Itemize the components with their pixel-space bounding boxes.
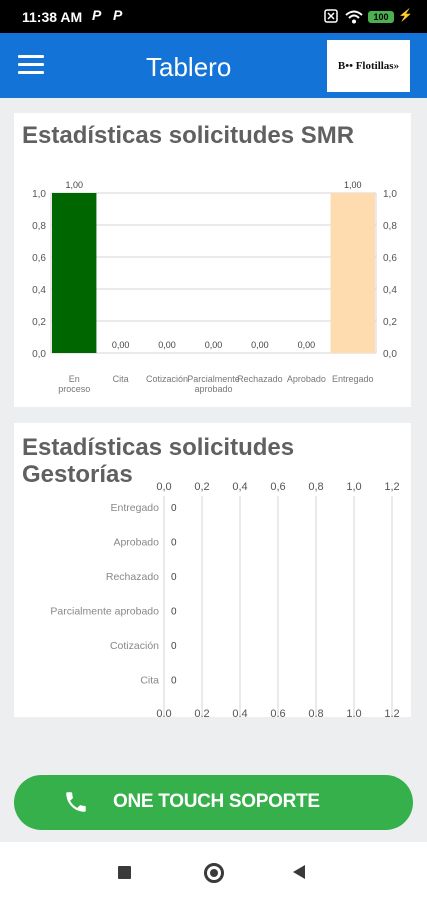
status-time: 11:38 AM xyxy=(22,9,83,25)
bar-value-label: 0,00 xyxy=(205,340,223,350)
y-tick-label-left: 0,0 xyxy=(32,349,46,360)
logo-text: B•• Flotillas» xyxy=(337,60,400,72)
x-category-label: Entregado xyxy=(332,374,374,384)
y-tick-label-left: 0,6 xyxy=(32,253,46,264)
bar xyxy=(330,193,375,353)
wifi-icon xyxy=(345,10,363,24)
battery-icon: 100 xyxy=(368,11,394,23)
x-category-label: Aprobado xyxy=(287,374,326,384)
x-tick-label: 0,4 xyxy=(232,481,247,493)
x-tick-label-bottom: 1,2 xyxy=(384,708,399,717)
x-tick-label: 1,0 xyxy=(346,481,361,493)
x-category-label: Rechazado xyxy=(237,374,283,384)
gestorias-card-title-line1: Estadísticas solicitudes xyxy=(22,434,295,461)
y-category-label: Cotización xyxy=(110,640,159,652)
x-category-label: Cita xyxy=(113,374,129,384)
one-touch-support-button[interactable]: ONE TOUCH SOPORTE xyxy=(14,775,413,830)
y-category-label: Parcialmente aprobado xyxy=(50,606,159,618)
x-tick-label: 0,0 xyxy=(156,481,171,493)
y-category-label: Rechazado xyxy=(106,571,159,583)
x-tick-label: 0,2 xyxy=(194,481,209,493)
bar-value-label: 0 xyxy=(171,641,177,652)
bar-value-label: 0 xyxy=(171,572,177,583)
x-tick-label: 1,2 xyxy=(384,481,399,493)
system-nav-bar xyxy=(0,842,427,900)
brand-logo: B•• Flotillas» xyxy=(327,40,410,92)
bar-value-label: 0,00 xyxy=(158,340,176,350)
home-icon[interactable] xyxy=(204,863,224,883)
y-tick-label-right: 0,0 xyxy=(383,349,397,360)
smr-stats-card: Estadísticas solicitudes SMR 0,0 0,0 0,2 0,… xyxy=(14,113,411,407)
recents-icon[interactable] xyxy=(118,866,131,879)
status-bar: 11:38 AM P P 100 ⚡ xyxy=(0,0,427,33)
bar-value-label: 0 xyxy=(171,503,177,514)
smr-card-title: Estadísticas solicitudes SMR xyxy=(22,122,355,149)
x-category-label: aprobado xyxy=(194,384,232,394)
bar-value-label: 0,00 xyxy=(251,340,269,350)
y-tick-label-left: 1,0 xyxy=(32,189,46,200)
x-tick-label-bottom: 0,4 xyxy=(232,708,247,717)
y-category-label: Cita xyxy=(140,675,159,687)
notification-icon: P xyxy=(113,7,123,23)
x-category-label: En xyxy=(69,374,80,384)
y-category-label: Entregado xyxy=(111,502,160,514)
bar-value-label: 0 xyxy=(171,676,177,687)
bar-value-label: 0,00 xyxy=(298,340,316,350)
x-category-label: proceso xyxy=(58,384,90,394)
smr-bar-chart: 0,0 0,0 0,2 0,2 0,4 0,4 0,6 0,6 0,8 0,8 1,0 1,0 1,00… xyxy=(32,180,397,394)
page-title: Tablero xyxy=(146,52,232,82)
x-tick-label-bottom: 0,8 xyxy=(308,708,323,717)
x-category-label: Cotización xyxy=(146,374,188,384)
y-tick-label-right: 0,2 xyxy=(383,317,397,328)
cta-label: ONE TOUCH SOPORTE xyxy=(113,791,320,812)
bar-value-label: 1,00 xyxy=(344,180,362,190)
y-tick-label-right: 0,4 xyxy=(383,285,397,296)
x-category-label: Parcialmente xyxy=(187,374,240,384)
y-tick-label-left: 0,2 xyxy=(32,317,46,328)
y-tick-label-right: 0,8 xyxy=(383,221,397,232)
y-category-label: Aprobado xyxy=(113,537,159,549)
gestorias-stats-card: Estadísticas solicitudes Gestorías 0,0 0,… xyxy=(14,423,411,717)
x-tick-label: 0,6 xyxy=(270,481,285,493)
gestorias-card-title-line2: Gestorías xyxy=(22,461,133,488)
app-bar: Tablero B•• Flotillas» xyxy=(0,33,427,98)
bar xyxy=(52,193,97,353)
phone-icon xyxy=(66,792,86,812)
back-icon[interactable] xyxy=(293,865,305,879)
x-tick-label-bottom: 0,0 xyxy=(156,708,171,717)
x-tick-label: 0,8 xyxy=(308,481,323,493)
gestorias-bar-chart: 0,0 0,0 0,2 0,2 0,4 0,4 0,6 0,6 0,8 0,8 1,0 1,0 1,2 1… xyxy=(50,481,400,717)
x-tick-label-bottom: 0,2 xyxy=(194,708,209,717)
x-tick-label-bottom: 1,0 xyxy=(346,708,361,717)
notification-icon: P xyxy=(92,7,102,23)
y-tick-label-right: 0,6 xyxy=(383,253,397,264)
close-box-icon xyxy=(324,9,338,23)
charging-bolt-icon: ⚡ xyxy=(398,8,413,22)
bar-value-label: 0,00 xyxy=(112,340,130,350)
bar-value-label: 0 xyxy=(171,538,177,549)
y-tick-label-left: 0,8 xyxy=(32,221,46,232)
y-tick-label-left: 0,4 xyxy=(32,285,46,296)
y-tick-label-right: 1,0 xyxy=(383,189,397,200)
x-tick-label-bottom: 0,6 xyxy=(270,708,285,717)
menu-icon[interactable] xyxy=(18,55,44,75)
bar-value-label: 1,00 xyxy=(65,180,83,190)
bar-value-label: 0 xyxy=(171,607,177,618)
